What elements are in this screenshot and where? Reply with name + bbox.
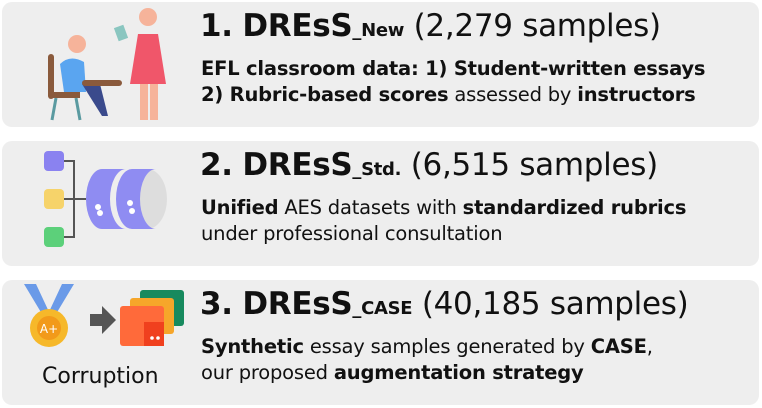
dataset-card-case: A+ Corruption 3. DREsS_CASE (40,185 samp… xyxy=(2,280,759,405)
dataset-description: EFL classroom data: 1) Student-written e… xyxy=(201,57,706,106)
classroom-icon xyxy=(48,8,166,121)
dataset-title: 1. DREsS_New (2,279 samples) xyxy=(200,8,661,44)
medal-to-folders-icon: A+ xyxy=(24,284,184,347)
database-icon xyxy=(44,151,167,247)
dataset-title: 3. DREsS_CASE (40,185 samples) xyxy=(200,286,689,322)
dataset-card-std: 2. DREsS_Std. (6,515 samples) Unified AE… xyxy=(2,141,759,266)
dataset-description: Unified AES datasets with standardized r… xyxy=(201,196,687,245)
dataset-title: 2. DREsS_Std. (6,515 samples) xyxy=(200,147,658,183)
dataset-description: Synthetic essay samples generated by CAS… xyxy=(201,335,653,384)
dataset-card-new: 1. DREsS_New (2,279 samples) EFL classro… xyxy=(2,2,759,127)
corruption-label: Corruption xyxy=(42,364,159,389)
svg-text:A+: A+ xyxy=(40,322,58,336)
